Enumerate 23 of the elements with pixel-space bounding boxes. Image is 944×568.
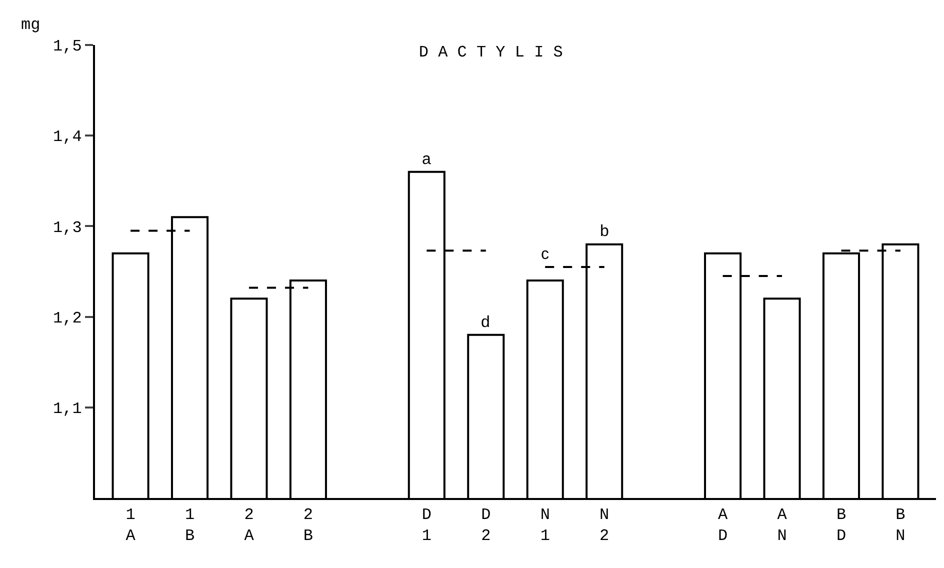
chart-title: D A C T Y L I S [418,44,563,62]
annotation: b [600,223,609,240]
y-axis-title: mg [21,16,40,34]
x-tick-label: A N [777,506,788,545]
x-tick-label: N 1 [540,506,550,545]
annotation: c [541,246,549,263]
y-tick-label: 1,1 [52,400,82,418]
x-tick-label: 1 A [126,506,136,545]
annotation: d [481,314,490,331]
x-tick-label: 2 A [244,506,254,545]
x-tick-label: N 2 [600,506,610,545]
y-tick-label: 1,3 [52,218,82,237]
x-tick-label: 1 B [184,506,195,545]
x-tick-label: B N [896,506,906,545]
x-tick-label: D 2 [481,506,491,545]
x-tick-label: B D [836,506,846,545]
x-tick-label: D 1 [422,506,432,545]
annotation: a [422,151,431,168]
y-tick-label: 1,5 [52,38,82,56]
x-tick-label: 2 B [303,506,314,545]
y-tick-label: 1,2 [52,309,82,328]
x-tick-label: A D [718,506,728,545]
y-tick-label: 1,4 [52,128,82,146]
